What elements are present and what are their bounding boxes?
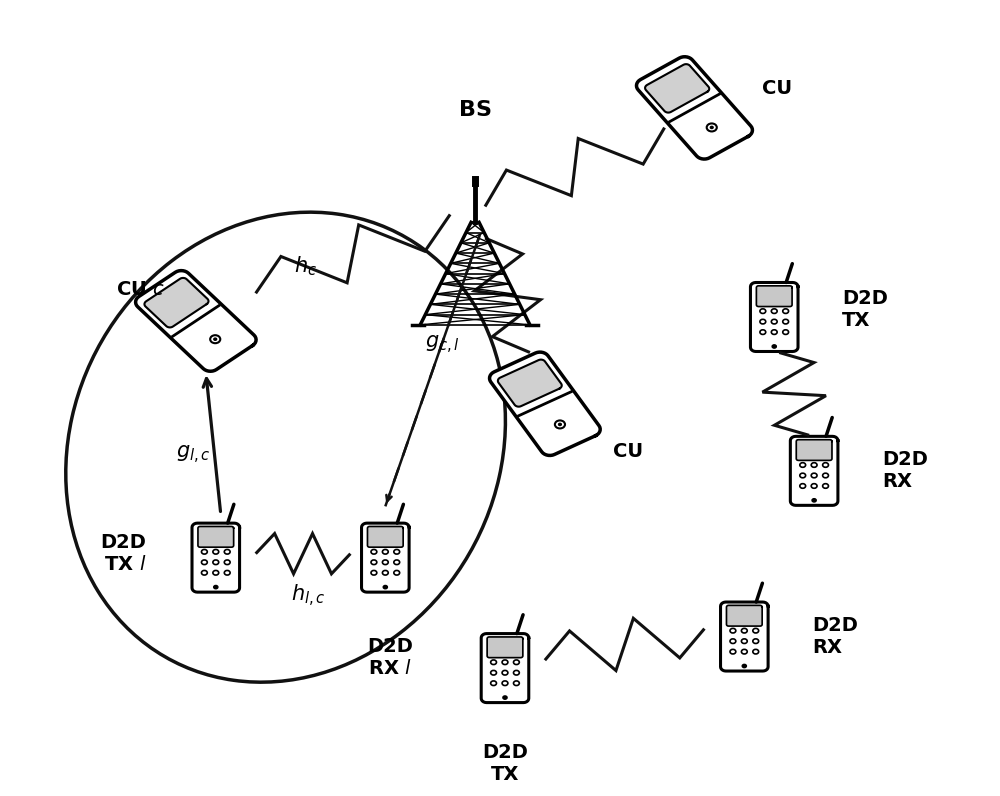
Polygon shape <box>192 523 240 592</box>
Text: D2D
TX: D2D TX <box>842 289 888 330</box>
Circle shape <box>710 127 713 128</box>
Polygon shape <box>136 271 256 371</box>
Text: D2D
RX $l$: D2D RX $l$ <box>367 637 413 677</box>
Text: $g_{l,c}$: $g_{l,c}$ <box>176 444 211 466</box>
Polygon shape <box>367 526 403 547</box>
Polygon shape <box>144 278 208 327</box>
Polygon shape <box>750 283 798 352</box>
Text: CU: CU <box>613 442 643 461</box>
Polygon shape <box>756 286 792 306</box>
Text: D2D
RX: D2D RX <box>882 451 928 491</box>
Polygon shape <box>487 637 523 657</box>
Circle shape <box>214 585 218 589</box>
Circle shape <box>383 585 387 589</box>
Circle shape <box>812 498 816 502</box>
Polygon shape <box>362 523 409 592</box>
Circle shape <box>772 345 776 348</box>
Polygon shape <box>790 436 838 505</box>
Polygon shape <box>636 57 752 159</box>
Text: CU $c$: CU $c$ <box>116 280 165 298</box>
Text: CU: CU <box>762 79 792 98</box>
Text: $h_{l,c}$: $h_{l,c}$ <box>291 583 326 609</box>
Polygon shape <box>726 606 762 626</box>
Circle shape <box>214 338 217 341</box>
Text: BS: BS <box>459 100 492 119</box>
Polygon shape <box>645 64 709 112</box>
Text: D2D
TX $l$: D2D TX $l$ <box>100 533 146 574</box>
Text: $h_c$: $h_c$ <box>294 254 317 278</box>
Polygon shape <box>721 602 768 671</box>
Circle shape <box>742 665 746 668</box>
Text: D2D
TX: D2D TX <box>482 743 528 784</box>
Polygon shape <box>498 360 562 407</box>
Circle shape <box>559 423 561 426</box>
Polygon shape <box>490 352 600 455</box>
Polygon shape <box>481 634 529 703</box>
Circle shape <box>503 696 507 699</box>
Polygon shape <box>198 526 234 547</box>
Text: D2D
RX: D2D RX <box>812 616 858 657</box>
Polygon shape <box>796 439 832 460</box>
Text: $g_{c,l}$: $g_{c,l}$ <box>425 334 460 356</box>
